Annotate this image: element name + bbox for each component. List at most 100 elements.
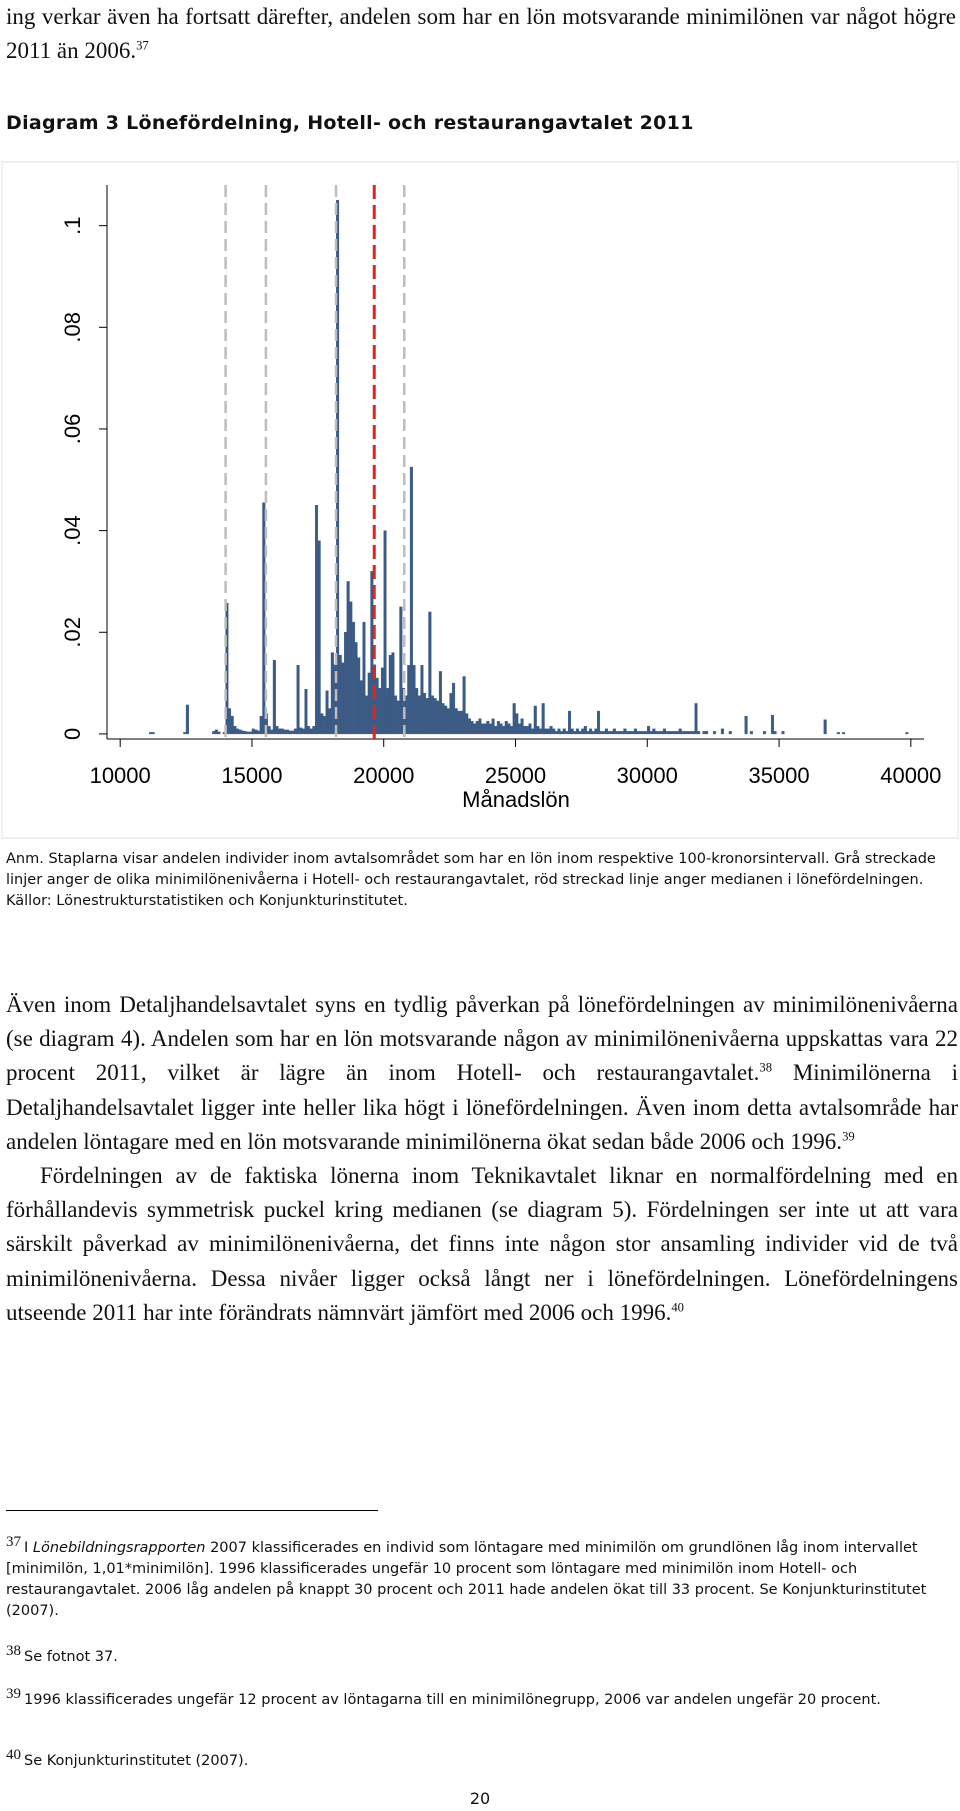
x-tick-label: 35000 [748, 763, 809, 788]
bar [842, 732, 846, 735]
bar [343, 632, 348, 735]
bar [423, 693, 427, 735]
bar [531, 728, 535, 735]
bar [494, 726, 498, 735]
bar [591, 731, 595, 735]
x-axis-label: Månadslön [462, 787, 570, 812]
text: 2007 klassificerades en individ som lönt… [6, 1540, 927, 1619]
bar [307, 726, 311, 735]
bar [499, 723, 503, 735]
bar [691, 731, 695, 735]
bar [510, 726, 514, 735]
bar [581, 728, 585, 735]
bar [412, 665, 416, 735]
text: I [24, 1540, 33, 1556]
bar [312, 726, 316, 735]
bar [212, 731, 216, 735]
bar [496, 721, 500, 735]
footnote-number: 39 [6, 1686, 21, 1703]
footnote: 40 Se Konjunkturinstitutet (2007). [6, 1748, 946, 1772]
bar [670, 731, 674, 735]
bar [293, 728, 297, 735]
bar [657, 731, 661, 735]
bar [539, 728, 543, 735]
bar [689, 731, 693, 735]
top-text: ing verkar även ha fortsatt därefter, an… [6, 0, 956, 68]
bar [678, 728, 682, 735]
bar [620, 731, 624, 735]
bar [594, 728, 598, 735]
text: ing verkar även ha fortsatt därefter, an… [6, 4, 956, 64]
bar [483, 723, 487, 735]
bar [217, 731, 221, 735]
bar [570, 728, 574, 735]
bar [299, 727, 303, 735]
bar [473, 723, 477, 735]
bar [438, 671, 442, 735]
bar [694, 703, 698, 735]
footnote-number: 38 [6, 1643, 21, 1660]
bar [557, 728, 561, 735]
bar [702, 731, 706, 735]
bar [151, 732, 155, 735]
bar [597, 710, 601, 735]
bar [562, 728, 566, 735]
bar [565, 731, 569, 735]
bar [454, 708, 458, 735]
bar [322, 715, 326, 735]
bar [636, 731, 640, 735]
bar [396, 700, 400, 735]
bar [367, 672, 371, 735]
bar [328, 708, 332, 735]
bar [618, 731, 622, 735]
chart-frame [1, 161, 959, 839]
bar [604, 728, 608, 735]
text: Fördelningen av de faktiska lönerna inom… [6, 1163, 958, 1325]
bar [383, 530, 387, 735]
bar [283, 729, 287, 735]
bar [233, 726, 237, 735]
bar [668, 731, 672, 735]
bar [380, 667, 384, 735]
bar [257, 730, 261, 735]
bar [481, 723, 485, 735]
bar [520, 718, 524, 735]
bar [325, 690, 329, 735]
text-italic: Lönebildningsrapporten [32, 1540, 206, 1556]
bar [647, 726, 651, 735]
bar [270, 729, 274, 735]
bar [625, 731, 630, 735]
bar [773, 731, 777, 735]
bar [641, 731, 645, 735]
bar [315, 505, 319, 735]
footnote-number: 37 [6, 1534, 21, 1551]
bar [365, 695, 369, 735]
bar [338, 654, 342, 735]
bar [272, 660, 276, 735]
bar [660, 731, 664, 735]
paragraph: Fördelningen av de faktiska lönerna inom… [6, 1159, 958, 1330]
bar [228, 708, 232, 735]
text: Se fotnot 37. [24, 1649, 118, 1665]
bar [623, 728, 627, 735]
bar [417, 695, 421, 735]
bar [610, 731, 614, 735]
bar [391, 652, 395, 735]
bar [823, 719, 827, 735]
bar [504, 721, 508, 735]
x-tick-label: 30000 [617, 763, 678, 788]
bar [575, 728, 579, 735]
bar [573, 731, 577, 735]
bar [349, 601, 353, 735]
bar [554, 731, 558, 735]
bar [720, 728, 724, 735]
text: Även inom Detaljhandelsavtalet syns en t… [6, 992, 958, 1086]
body-text: Även inom Detaljhandelsavtalet syns en t… [6, 988, 958, 1330]
bar [654, 731, 659, 735]
bar [681, 731, 685, 735]
footnote-ref: 40 [671, 1300, 684, 1315]
x-tick-label: 10000 [90, 763, 151, 788]
bar [301, 728, 305, 735]
bar [275, 726, 279, 735]
